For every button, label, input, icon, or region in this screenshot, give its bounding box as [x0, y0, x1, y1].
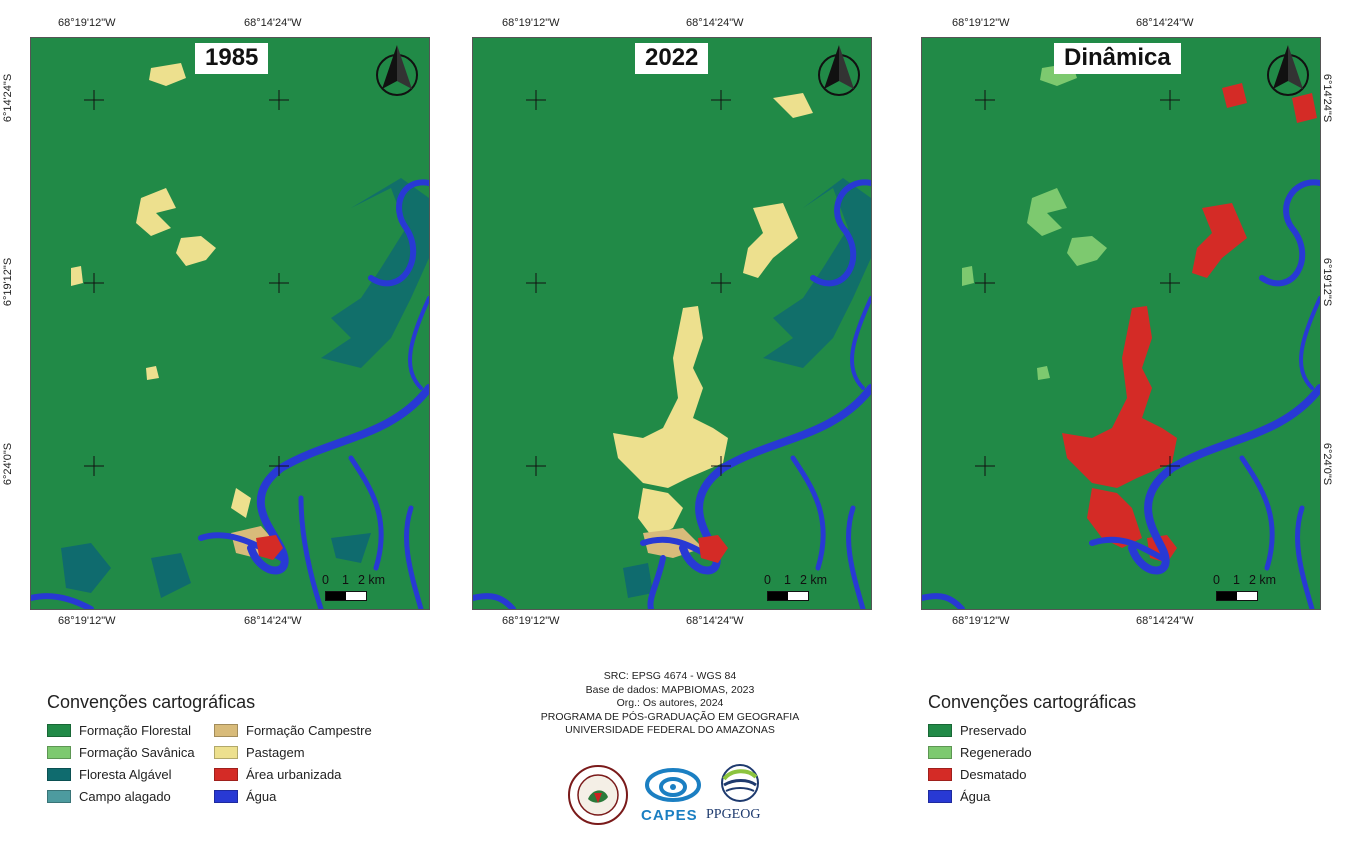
lat-label: 6°14'24"S [2, 73, 15, 123]
legend-item: Água [214, 789, 276, 804]
lon-label: 68°14'24"W [244, 615, 302, 627]
scale-bar: 0 1 2 km [760, 573, 830, 601]
north-arrow-icon [1267, 45, 1309, 96]
lon-label: 68°14'24"W [686, 615, 744, 627]
legend-item: Formação Savânica [47, 745, 195, 760]
lon-label: 68°19'12"W [502, 17, 560, 29]
map-dinamica-terrain [922, 63, 1320, 609]
lon-label: 68°19'12"W [952, 17, 1010, 29]
scale-bar: 0 1 2 km [318, 573, 388, 601]
ufam-seal-icon [568, 765, 628, 825]
legend-dynamics: Convenções cartográficas Preservado Rege… [928, 692, 1188, 822]
legend-title: Convenções cartográficas [47, 692, 256, 712]
map-credits: SRC: EPSG 4674 - WGS 84 Base de dados: M… [540, 670, 800, 736]
legend-item: Floresta Algável [47, 767, 172, 782]
ppgeog-logo-icon [721, 764, 759, 802]
lat-label: 6°19'12"S [1321, 257, 1334, 307]
capes-logo-icon [645, 768, 701, 802]
north-arrow-icon [376, 45, 418, 96]
lon-label: 68°19'12"W [502, 615, 560, 627]
legend-item: Regenerado [928, 745, 1032, 760]
legend-title: Convenções cartográficas [928, 692, 1137, 712]
legend-item: Pastagem [214, 745, 305, 760]
lat-label: 6°14'24"S [1321, 73, 1334, 123]
ppgeog-label: PPGEOG [706, 807, 761, 822]
lon-label: 68°14'24"W [1136, 17, 1194, 29]
scale-bar: 0 1 2 km [1209, 573, 1279, 601]
lon-label: 68°19'12"W [58, 17, 116, 29]
legend-item: Água [928, 789, 990, 804]
north-arrow-icon [818, 45, 860, 96]
lat-label: 6°19'12"S [2, 257, 15, 307]
lat-label: 6°24'0"S [2, 442, 15, 486]
lon-label: 68°19'12"W [58, 615, 116, 627]
lon-label: 68°14'24"W [244, 17, 302, 29]
map-title: 2022 [635, 43, 709, 74]
legend-item: Campo alagado [47, 789, 171, 804]
legend-land-cover: Convenções cartográficas Formação Flores… [47, 692, 407, 822]
map-2022-terrain [473, 90, 871, 609]
map-title: 1985 [195, 43, 269, 74]
legend-item: Formação Campestre [214, 723, 372, 738]
legend-item: Preservado [928, 723, 1026, 738]
lon-label: 68°19'12"W [952, 615, 1010, 627]
legend-item: Área urbanizada [214, 767, 341, 782]
map-1985: 1985 0 1 2 km [30, 37, 430, 610]
capes-label: CAPES [641, 807, 698, 824]
legend-item: Desmatado [928, 767, 1026, 782]
lon-label: 68°14'24"W [1136, 615, 1194, 627]
lat-label: 6°24'0"S [1321, 442, 1334, 486]
map-dinamica: Dinâmica 0 1 2 km [921, 37, 1321, 610]
map-title: Dinâmica [1054, 43, 1181, 74]
legend-item: Formação Florestal [47, 723, 191, 738]
map-2022: 2022 0 1 2 km [472, 37, 872, 610]
logos: CAPES PPGEOG [566, 763, 786, 828]
lon-label: 68°14'24"W [686, 17, 744, 29]
map-1985-terrain [31, 63, 429, 609]
